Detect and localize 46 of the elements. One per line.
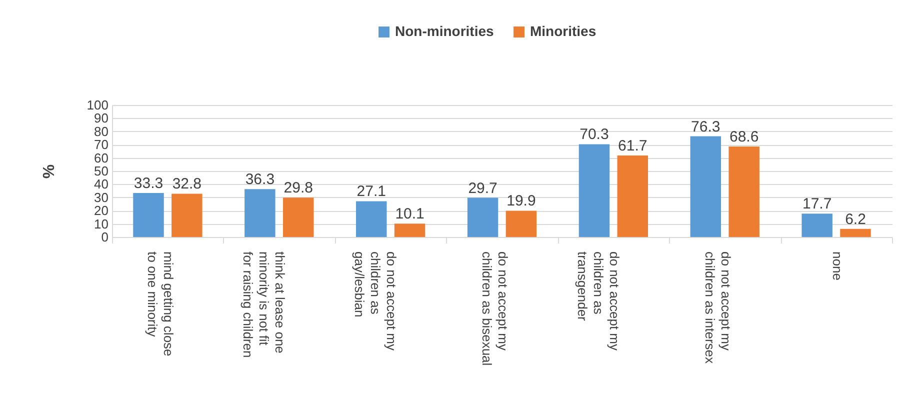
data-label: 32.8: [172, 176, 202, 193]
y-tick-label: 60: [94, 150, 108, 166]
y-tick-label: 40: [94, 176, 108, 192]
data-label: 19.9: [506, 192, 536, 210]
data-label: 29.8: [284, 180, 313, 197]
bar: [282, 198, 314, 237]
bar: [172, 194, 202, 237]
bar: [690, 136, 722, 237]
x-tick-label: do not accept my children as gay/lesbian: [352, 252, 400, 351]
data-label: 33.3: [134, 175, 164, 192]
bar: [617, 156, 648, 237]
data-label: 36.3: [245, 171, 275, 188]
data-label: 6.2: [845, 210, 866, 228]
data-label: 17.7: [802, 196, 832, 213]
data-label: 27.1: [356, 183, 386, 200]
y-tick-label: 80: [94, 124, 108, 139]
bar: [244, 189, 276, 237]
data-label: 76.3: [691, 118, 720, 136]
bar: [133, 193, 164, 237]
y-tick-label: 100: [86, 98, 108, 112]
y-tick-label: 70: [94, 137, 108, 152]
bar: [578, 144, 610, 237]
bar: [394, 224, 426, 237]
y-tick-label: 0: [101, 230, 108, 244]
data-label: 29.7: [468, 180, 498, 197]
x-tick-label: do not accept my children as transgender: [574, 252, 622, 351]
y-tick-label: 50: [94, 164, 108, 178]
bar: [467, 198, 498, 237]
legend-label: Non-minorities: [395, 23, 494, 39]
data-label: 61.7: [618, 138, 648, 155]
y-tick-label: 20: [94, 203, 108, 218]
bar: [840, 228, 871, 237]
x-tick-label: mind getting close to one minority: [145, 252, 176, 356]
bar: [728, 146, 760, 237]
y-tick-label: 90: [94, 110, 108, 126]
bar: [506, 210, 537, 237]
y-tick-label: 30: [94, 190, 108, 205]
bar: [802, 214, 832, 237]
data-label: 68.6: [729, 128, 759, 146]
x-tick-label: none: [830, 252, 845, 280]
y-axis-title: %: [40, 164, 58, 179]
data-label: 70.3: [580, 126, 609, 144]
data-label: 10.1: [395, 206, 424, 223]
y-tick-label: 10: [94, 216, 108, 232]
bar: [356, 201, 387, 237]
legend-label: Minorities: [530, 23, 596, 39]
